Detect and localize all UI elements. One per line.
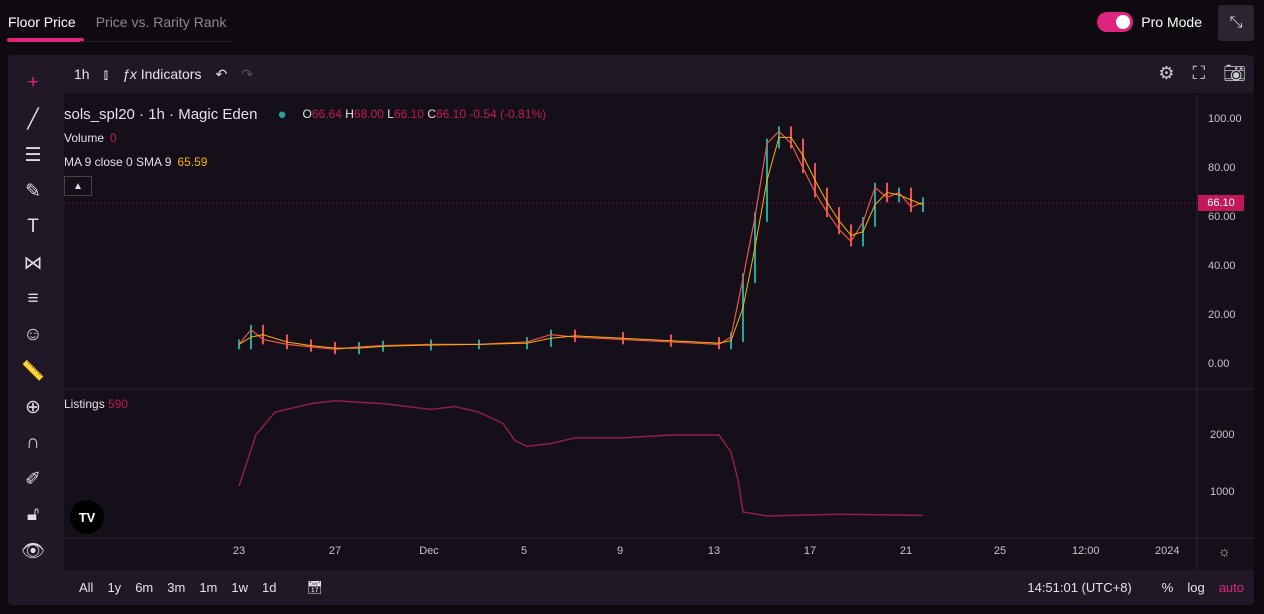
bottom-bar: All 1y 6m 3m 1m 1w 1d 📅︎ 14:51:01 (UTC+8… xyxy=(64,570,1254,605)
brush-icon[interactable]: ✎ xyxy=(25,180,41,202)
time-tick: 23 xyxy=(232,545,246,557)
eye-icon[interactable]: 👁︎ xyxy=(20,541,46,562)
log-toggle[interactable]: log xyxy=(1187,580,1205,595)
range-1y[interactable]: 1y xyxy=(107,580,122,595)
status-dot-icon: ● xyxy=(277,105,287,123)
last-price-label: 66.10 xyxy=(1198,195,1244,211)
h-label: H xyxy=(345,107,354,121)
time-tick: 17 xyxy=(803,545,817,557)
listings-line xyxy=(238,400,924,517)
low-value: 66.10 xyxy=(393,107,424,121)
volume-value: 0 xyxy=(110,131,117,145)
time-tick: 27 xyxy=(328,545,342,557)
collapse-icon: ⤡ xyxy=(1229,14,1243,31)
time-tick: 9 xyxy=(616,545,624,557)
o-label: O xyxy=(302,107,312,121)
undo-icon[interactable]: ↶ xyxy=(215,65,228,82)
pattern-icon[interactable]: ⋈ xyxy=(23,252,43,274)
price-tick: 80.00 xyxy=(1208,162,1236,174)
chevron-up-icon: ▲ xyxy=(64,176,92,196)
lock-icon[interactable]: 🔓︎ xyxy=(26,504,40,525)
time-tick: 21 xyxy=(899,545,913,557)
range-all[interactable]: All xyxy=(79,580,94,595)
fx-icon: ƒx xyxy=(122,66,137,82)
redo-icon[interactable]: ↷ xyxy=(241,65,253,82)
range-1d[interactable]: 1d xyxy=(262,580,277,595)
range-6m[interactable]: 6m xyxy=(135,580,154,595)
trend-line-icon[interactable]: ╱ xyxy=(27,108,39,130)
emoji-icon[interactable]: ☺ xyxy=(23,324,43,345)
indicators-label: Indicators xyxy=(140,66,202,82)
open-value: 66.64 xyxy=(311,107,342,121)
time-tick: 25 xyxy=(993,545,1007,557)
range-1m[interactable]: 1m xyxy=(199,580,218,595)
time-tick: 2024 xyxy=(1155,545,1180,557)
volume-label: Volume xyxy=(64,131,105,145)
tradingview-logo[interactable]: TV xyxy=(70,500,104,534)
top-right-tools: ⚙ ⛶ 📷︎ xyxy=(1158,63,1246,84)
ma-value: 65.59 xyxy=(177,155,208,169)
close-value: 66.10 xyxy=(436,107,467,121)
time-tick: 12:00 xyxy=(1072,545,1100,557)
fullscreen-icon[interactable]: ⛶ xyxy=(1192,63,1206,83)
clock: 14:51:01 (UTC+8) xyxy=(1027,580,1132,595)
camera-icon[interactable]: 📷︎ xyxy=(1223,63,1246,83)
symbol-title: sols_spl20 · 1h · Magic Eden xyxy=(64,105,258,123)
chart-frame: + ╱ ☰ ✎ T ⋈ ≡ ☺ 📏 ⊕ ∩ ✐ 🔓︎ 👁︎ 1h ⫾ ƒx In… xyxy=(8,55,1254,605)
c-label: C xyxy=(427,107,436,121)
tab-bar: Floor Price Price vs. Rarity Rank xyxy=(0,0,238,42)
listings-label: Listings xyxy=(64,397,105,411)
collapse-legend-button[interactable]: ▲ xyxy=(64,174,546,198)
candles-icon[interactable]: ⫾ xyxy=(103,65,109,82)
range-3m[interactable]: 3m xyxy=(167,580,186,595)
magnet-icon[interactable]: ∩ xyxy=(26,432,40,453)
ma-label: MA 9 close 0 SMA 9 xyxy=(64,155,172,169)
time-tick: 5 xyxy=(520,545,528,557)
collapse-button[interactable]: ⤡ xyxy=(1218,5,1254,41)
prediction-icon[interactable]: ≡ xyxy=(27,288,39,309)
auto-toggle[interactable]: auto xyxy=(1218,580,1244,595)
change-value: -0.54 (-0.81%) xyxy=(469,107,547,121)
top-toolbar: 1h ⫾ ƒx Indicators ↶ ↷ xyxy=(64,55,1254,93)
listings-value: 590 xyxy=(108,397,129,411)
zoom-in-icon[interactable]: ⊕ xyxy=(25,396,41,418)
price-tick: 0.00 xyxy=(1208,358,1230,370)
range-1w[interactable]: 1w xyxy=(231,580,248,595)
pro-mode-label: Pro Mode xyxy=(1141,14,1202,30)
lock-drawing-icon[interactable]: ✐ xyxy=(25,468,41,490)
divider xyxy=(80,41,232,42)
price-tick: 20.00 xyxy=(1208,309,1236,321)
indicators-button[interactable]: ƒx Indicators xyxy=(122,66,201,82)
listings-tick: 2000 xyxy=(1210,429,1235,441)
price-tick: 60.00 xyxy=(1208,211,1236,223)
toggle-switch[interactable] xyxy=(1097,12,1134,32)
timezone-settings-icon[interactable]: ☼ xyxy=(1218,543,1231,559)
price-tick: 100.00 xyxy=(1208,113,1242,125)
tab-floor-price[interactable]: Floor Price xyxy=(0,0,84,42)
drawing-toolbar: + ╱ ☰ ✎ T ⋈ ≡ ☺ 📏 ⊕ ∩ ✐ 🔓︎ 👁︎ xyxy=(8,55,58,605)
listings-legend: Listings 590 xyxy=(64,397,128,411)
chart-legend: sols_spl20 · 1h · Magic Eden ● O66.64 H6… xyxy=(64,102,546,198)
percent-toggle[interactable]: % xyxy=(1161,580,1174,595)
time-tick: 13 xyxy=(707,545,721,557)
high-value: 68.00 xyxy=(353,107,384,121)
l-label: L xyxy=(387,107,394,121)
crosshair-icon[interactable]: + xyxy=(27,72,39,93)
fib-icon[interactable]: ☰ xyxy=(24,144,42,166)
pro-mode-toggle[interactable]: Pro Mode xyxy=(1097,12,1202,32)
price-tick: 40.00 xyxy=(1208,260,1236,272)
interval-button[interactable]: 1h xyxy=(74,66,90,82)
settings-icon[interactable]: ⚙ xyxy=(1158,63,1175,83)
ma-line xyxy=(238,136,924,349)
tab-price-vs-rarity[interactable]: Price vs. Rarity Rank xyxy=(95,14,227,30)
time-tick: Dec xyxy=(419,545,439,557)
listings-tick: 1000 xyxy=(1210,486,1235,498)
date-range-icon[interactable]: 📅︎ xyxy=(306,579,323,595)
ruler-icon[interactable]: 📏 xyxy=(21,361,45,382)
text-icon[interactable]: T xyxy=(27,216,39,237)
